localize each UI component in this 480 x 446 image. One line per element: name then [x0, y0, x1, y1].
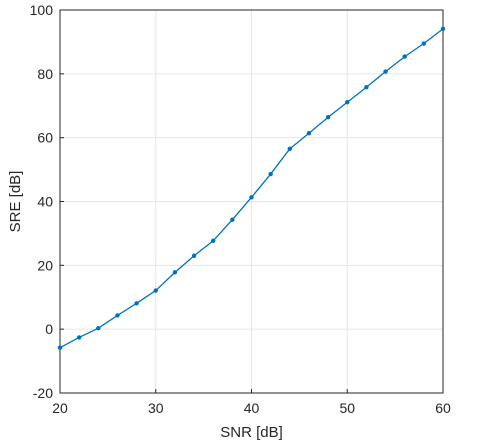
- data-point: [402, 54, 407, 59]
- data-point: [383, 69, 388, 74]
- data-point: [306, 130, 312, 136]
- data-point: [287, 146, 292, 152]
- data-point: [191, 253, 197, 258]
- x-tick-label: 60: [435, 400, 451, 416]
- y-tick-label: 20: [37, 257, 53, 273]
- data-point: [115, 313, 120, 318]
- x-tick-label: 40: [244, 400, 260, 416]
- data-point: [249, 195, 254, 200]
- y-tick-label: 0: [45, 321, 53, 337]
- y-tick-label: -20: [33, 385, 53, 401]
- data-point: [325, 115, 331, 120]
- x-tick-label: 50: [339, 400, 355, 416]
- data-point: [421, 41, 427, 46]
- x-axis: 20 30 40 50 60: [52, 389, 451, 416]
- x-tick-label: 30: [148, 400, 164, 416]
- series-markers: [57, 26, 446, 350]
- y-tick-label: 60: [37, 130, 53, 146]
- data-point: [76, 335, 82, 340]
- grid-lines: [60, 10, 443, 393]
- data-point: [57, 345, 63, 350]
- data-point: [268, 171, 273, 177]
- data-point: [134, 301, 139, 306]
- y-axis-label: SRE [dB]: [7, 171, 24, 233]
- data-point: [345, 100, 350, 105]
- data-point: [364, 85, 369, 90]
- data-point: [440, 26, 446, 32]
- x-axis-label: SNR [dB]: [220, 424, 283, 441]
- y-tick-label: 40: [37, 194, 53, 210]
- y-axis: -20 0 20 40 60 80 100: [30, 2, 64, 401]
- data-point: [172, 270, 178, 275]
- y-tick-label: 80: [37, 66, 53, 82]
- y-tick-label: 100: [30, 2, 54, 18]
- x-tick-label: 20: [52, 400, 68, 416]
- data-point: [96, 326, 101, 331]
- data-point: [211, 238, 216, 243]
- data-point: [153, 288, 158, 293]
- data-point: [230, 217, 235, 222]
